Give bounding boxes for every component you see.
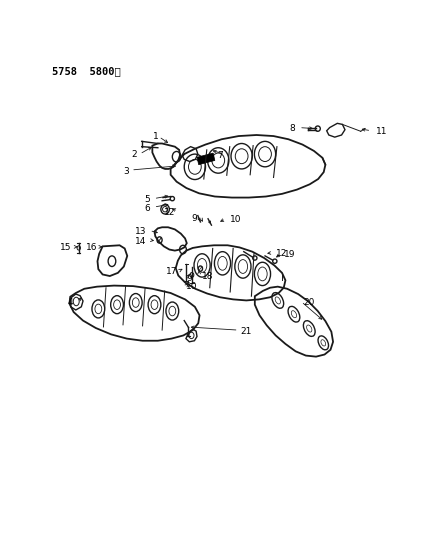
Text: 9: 9: [186, 273, 192, 282]
Text: 16: 16: [86, 244, 97, 253]
Text: 3: 3: [123, 166, 129, 175]
Text: 14: 14: [134, 237, 146, 246]
Text: 19: 19: [284, 251, 296, 260]
Text: 10: 10: [230, 215, 242, 224]
Text: 1: 1: [153, 132, 159, 141]
Text: 17: 17: [166, 268, 178, 276]
Text: 5: 5: [145, 195, 150, 204]
Text: 2: 2: [132, 150, 137, 159]
Text: 13: 13: [134, 227, 146, 236]
Text: 18: 18: [202, 271, 214, 280]
Text: 12: 12: [276, 249, 287, 259]
Text: 5758  5800‸: 5758 5800‸: [52, 67, 121, 76]
Text: 21: 21: [241, 327, 252, 336]
Text: 15: 15: [60, 244, 71, 253]
Text: 7: 7: [217, 151, 223, 160]
Text: 8: 8: [289, 124, 295, 133]
Text: 12: 12: [164, 208, 176, 217]
Text: 20: 20: [303, 298, 315, 307]
Text: 11: 11: [376, 127, 387, 136]
Text: 10: 10: [186, 281, 198, 290]
Text: 4: 4: [68, 298, 74, 307]
Text: 9: 9: [191, 214, 197, 223]
Polygon shape: [197, 153, 215, 165]
Text: 6: 6: [145, 204, 150, 213]
